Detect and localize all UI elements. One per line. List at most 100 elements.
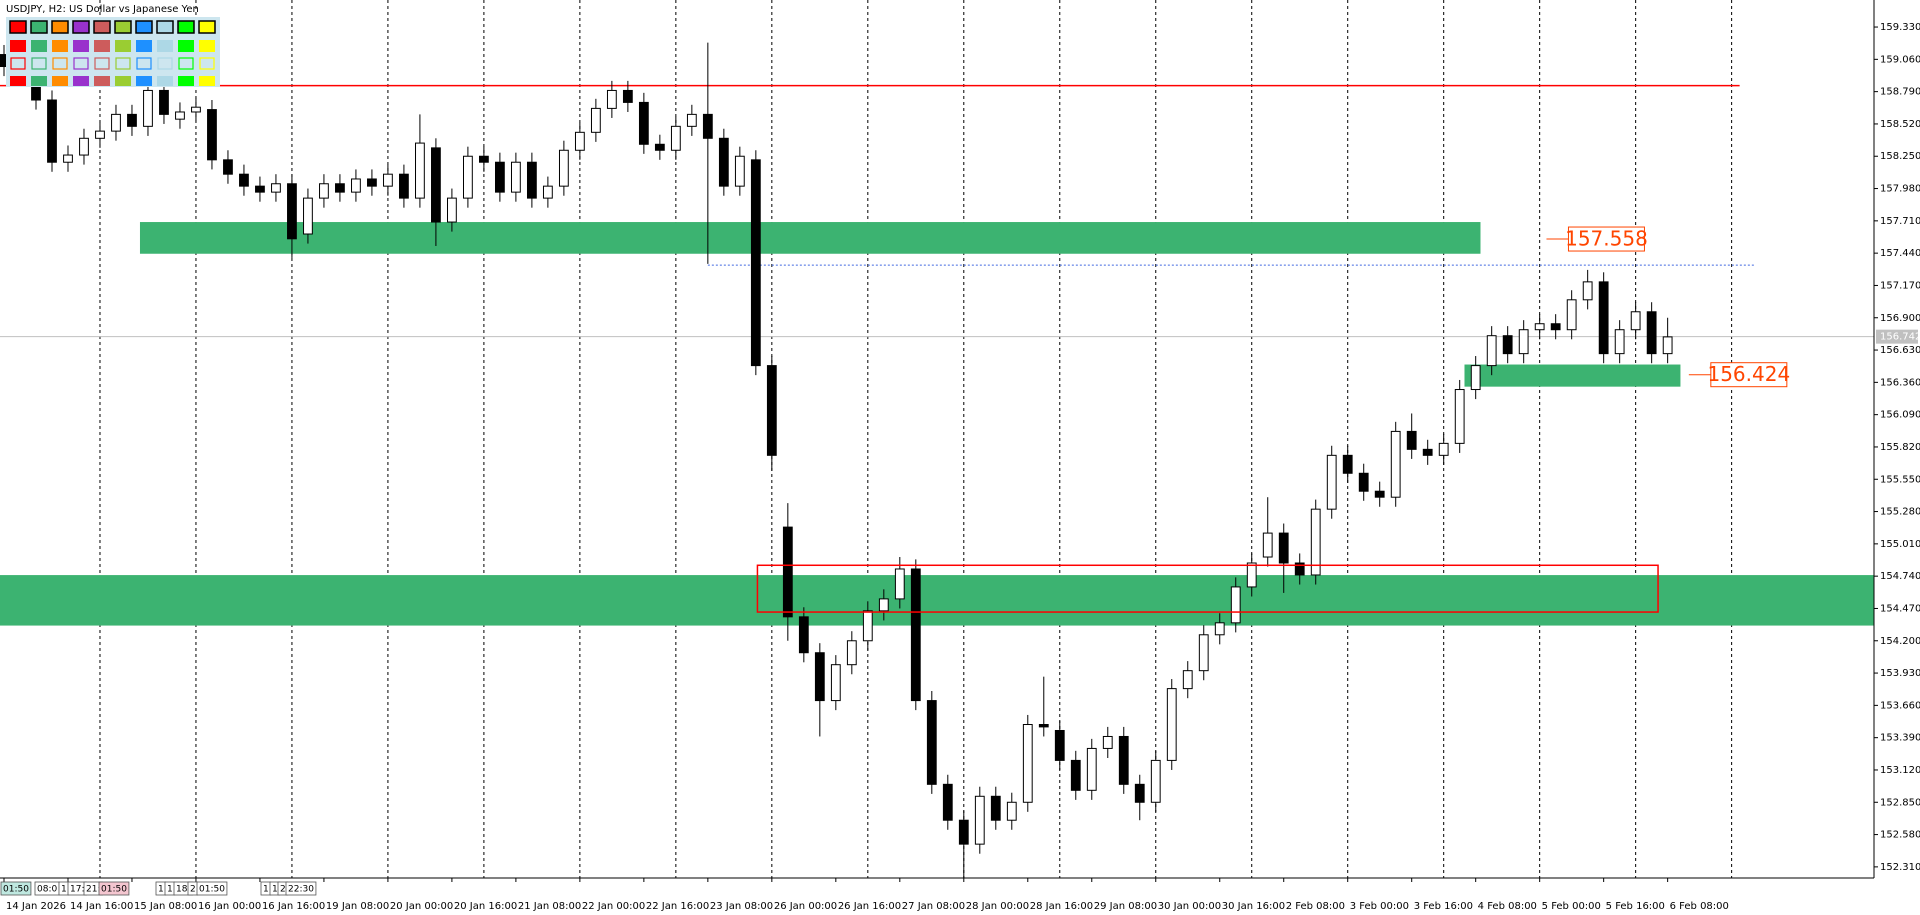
time-tag: 18:: [176, 885, 190, 895]
swatch[interactable]: [73, 40, 89, 52]
swatch[interactable]: [73, 76, 89, 86]
swatch[interactable]: [157, 57, 173, 70]
swatch[interactable]: [31, 40, 47, 52]
x-tick-label: 21 Jan 08:00: [518, 901, 581, 912]
candle-body: [1598, 281, 1609, 355]
candle-body: [590, 107, 601, 133]
swatch[interactable]: [178, 57, 194, 70]
swatch[interactable]: [31, 76, 47, 86]
swatch[interactable]: [9, 20, 27, 34]
y-tick-label: 156.090: [1880, 410, 1920, 421]
candle-body: [127, 113, 137, 127]
swatch[interactable]: [115, 57, 131, 70]
swatch[interactable]: [51, 20, 69, 34]
swatch[interactable]: [178, 76, 194, 86]
swatch[interactable]: [156, 20, 174, 34]
swatch[interactable]: [31, 57, 47, 70]
swatch[interactable]: [136, 76, 152, 86]
candle-body: [830, 664, 841, 702]
y-tick-label: 156.900: [1880, 313, 1920, 324]
candle-body: [1166, 688, 1177, 761]
candle-body: [1278, 532, 1289, 564]
candle-body: [1006, 801, 1017, 821]
swatch[interactable]: [52, 57, 68, 70]
swatch[interactable]: [178, 40, 194, 52]
price-label-box: [1567, 226, 1645, 252]
swatch[interactable]: [136, 57, 152, 70]
x-tick-label: 26 Jan 16:00: [838, 901, 901, 912]
swatch[interactable]: [115, 76, 131, 86]
swatch[interactable]: [10, 57, 26, 70]
candle-body: [1326, 454, 1337, 510]
candle-body: [1374, 490, 1385, 498]
candle-body: [478, 155, 489, 163]
swatch[interactable]: [10, 40, 26, 52]
swatch[interactable]: [157, 76, 173, 86]
candle-body: [415, 142, 425, 199]
swatch[interactable]: [52, 76, 68, 86]
time-tag: 1: [61, 885, 67, 895]
swatch[interactable]: [30, 20, 48, 34]
candle-body: [654, 143, 665, 151]
x-tick-label: 28 Jan 00:00: [966, 901, 1029, 912]
candle-body: [447, 197, 457, 223]
candle-body: [1470, 365, 1481, 391]
swatch[interactable]: [199, 40, 215, 52]
candle-body: [1022, 724, 1033, 803]
candle-body: [846, 640, 857, 666]
candle-body: [143, 89, 153, 127]
candle-body: [1230, 586, 1241, 624]
candle-body: [638, 101, 649, 145]
swatch[interactable]: [177, 20, 195, 34]
swatch[interactable]: [52, 40, 68, 52]
candle-body: [271, 183, 281, 193]
swatch[interactable]: [94, 40, 110, 52]
candle-body: [47, 99, 57, 163]
zone: [1464, 364, 1681, 387]
swatch[interactable]: [93, 20, 111, 34]
y-tick-label: 153.390: [1880, 733, 1920, 744]
x-tick-label: 22 Jan 00:00: [582, 901, 645, 912]
swatch[interactable]: [73, 57, 89, 70]
swatch[interactable]: [115, 40, 131, 52]
candle-body: [510, 161, 521, 193]
swatch[interactable]: [72, 20, 90, 34]
time-tag: 22:30: [288, 885, 314, 895]
swatch[interactable]: [94, 76, 110, 86]
candle-body: [958, 819, 969, 845]
swatch[interactable]: [199, 57, 215, 70]
candle-body: [175, 111, 185, 120]
swatch[interactable]: [10, 76, 26, 86]
price-label: 157.558: [1565, 227, 1648, 251]
candle-body: [191, 106, 201, 113]
y-tick-label: 154.200: [1880, 636, 1920, 647]
candle-body: [766, 365, 777, 456]
swatch[interactable]: [114, 20, 132, 34]
swatch[interactable]: [94, 57, 110, 70]
candle-body: [990, 795, 1001, 821]
candle-body: [1150, 759, 1161, 803]
candle-body: [1614, 329, 1625, 355]
y-tick-label: 157.980: [1880, 184, 1920, 195]
candle-body: [1406, 430, 1417, 450]
swatch[interactable]: [157, 40, 173, 52]
swatch[interactable]: [199, 76, 215, 86]
y-tick-label: 158.250: [1880, 151, 1920, 162]
x-tick-label: 6 Feb 08:00: [1670, 901, 1729, 912]
swatch[interactable]: [135, 20, 153, 34]
candle-body: [974, 795, 985, 845]
candle-body: [1102, 735, 1113, 749]
x-tick-label: 23 Jan 08:00: [710, 901, 773, 912]
candle-body: [255, 185, 265, 193]
candle-body: [1646, 311, 1657, 355]
x-tick-label: 2 Feb 08:00: [1286, 901, 1345, 912]
candle-body: [1054, 729, 1065, 761]
y-tick-label: 154.470: [1880, 603, 1920, 614]
candle-body: [1294, 562, 1305, 576]
swatch[interactable]: [136, 40, 152, 52]
time-tag: 21:: [86, 885, 100, 895]
swatch[interactable]: [198, 20, 216, 34]
x-tick-label: 16 Jan 00:00: [198, 901, 261, 912]
x-tick-label: 19 Jan 08:00: [326, 901, 389, 912]
